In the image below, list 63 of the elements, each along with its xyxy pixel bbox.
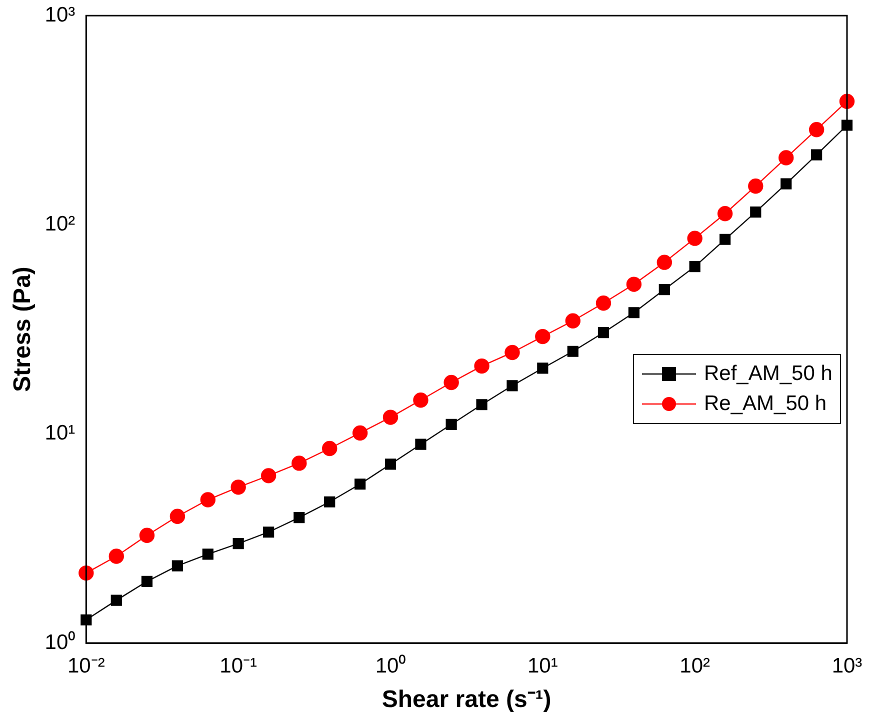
point [506, 380, 518, 392]
x-tick-label: 10² [680, 654, 710, 678]
x-tick-label: 10³ [832, 654, 862, 678]
point [628, 307, 640, 318]
point [717, 206, 733, 222]
point [141, 576, 153, 587]
point [110, 594, 122, 606]
point [324, 496, 336, 508]
point [382, 410, 398, 425]
point [354, 478, 366, 490]
point [139, 528, 155, 543]
y-tick-label: 10¹ [44, 422, 76, 445]
x-axis-title: Shear rate (s⁻¹) [382, 686, 552, 714]
point [598, 327, 610, 338]
point [748, 178, 764, 194]
legend-label: Ref_AM_50 h [704, 362, 832, 386]
point [292, 456, 307, 471]
point [413, 392, 428, 408]
point [415, 438, 426, 450]
point [230, 480, 246, 495]
point [108, 548, 124, 564]
point [567, 346, 578, 357]
point [750, 206, 762, 218]
point [263, 526, 274, 538]
point [352, 425, 368, 441]
point [446, 418, 457, 430]
y-axis-title: Stress (Pa) [9, 266, 36, 392]
x-tick-label: 10¹ [527, 654, 558, 678]
y-tick-label: 10⁰ [44, 630, 76, 654]
point [565, 313, 580, 328]
point [322, 440, 338, 456]
point [260, 468, 276, 484]
point [689, 261, 700, 272]
point [170, 508, 186, 524]
point [476, 399, 488, 410]
point [535, 328, 550, 344]
point [656, 254, 672, 270]
point [202, 548, 214, 560]
point [537, 362, 548, 374]
point [778, 150, 794, 166]
point [294, 512, 305, 524]
point [811, 149, 822, 160]
point [232, 538, 244, 550]
y-tick-label: 10³ [44, 3, 76, 26]
point [384, 458, 396, 470]
point [780, 178, 792, 190]
point [474, 358, 490, 374]
point [200, 492, 216, 508]
y-tick-label: 10² [44, 212, 76, 236]
point [444, 374, 459, 390]
x-tick-label: 10⁰ [375, 654, 406, 678]
point [626, 276, 642, 292]
x-tick-label: 10⁻² [67, 654, 105, 678]
point [687, 230, 702, 246]
point [841, 120, 853, 131]
point [596, 295, 612, 311]
point [658, 284, 670, 296]
x-tick-label: 10⁻¹ [220, 654, 258, 678]
point [720, 234, 731, 245]
point [808, 122, 824, 138]
point [172, 560, 183, 572]
point [504, 344, 520, 360]
legend-label: Re_AM_50 h [704, 392, 827, 416]
